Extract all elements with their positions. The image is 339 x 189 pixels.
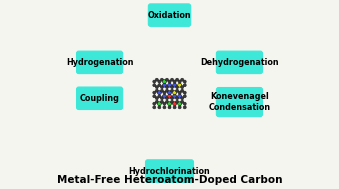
FancyBboxPatch shape <box>77 87 123 110</box>
Circle shape <box>167 83 172 87</box>
Text: Oxidation: Oxidation <box>148 11 191 20</box>
Circle shape <box>167 94 172 98</box>
Circle shape <box>153 95 156 98</box>
FancyBboxPatch shape <box>77 51 123 74</box>
Circle shape <box>178 83 182 87</box>
Circle shape <box>160 89 163 92</box>
Circle shape <box>176 78 179 81</box>
Circle shape <box>176 89 179 92</box>
Circle shape <box>165 97 168 100</box>
Circle shape <box>163 91 166 94</box>
Circle shape <box>171 78 174 81</box>
Circle shape <box>173 102 177 106</box>
Text: Coupling: Coupling <box>80 94 120 103</box>
Circle shape <box>157 102 161 106</box>
Circle shape <box>183 106 186 109</box>
Circle shape <box>160 100 163 103</box>
Circle shape <box>163 106 166 109</box>
Circle shape <box>153 106 156 109</box>
Circle shape <box>176 97 179 100</box>
Circle shape <box>162 80 166 84</box>
Circle shape <box>183 80 186 83</box>
Circle shape <box>173 91 177 94</box>
Circle shape <box>155 97 158 100</box>
Circle shape <box>167 91 172 94</box>
Circle shape <box>165 100 168 103</box>
Circle shape <box>153 84 156 87</box>
Text: Hydrochlorination: Hydrochlorination <box>128 167 211 176</box>
FancyBboxPatch shape <box>145 160 194 182</box>
Circle shape <box>160 78 163 81</box>
Circle shape <box>171 100 174 103</box>
Circle shape <box>173 83 177 87</box>
FancyBboxPatch shape <box>216 51 262 74</box>
Circle shape <box>160 86 163 89</box>
Circle shape <box>181 78 184 81</box>
Circle shape <box>165 89 168 92</box>
Circle shape <box>176 100 179 103</box>
Circle shape <box>155 100 158 103</box>
Circle shape <box>155 78 158 81</box>
Circle shape <box>162 83 166 87</box>
Circle shape <box>183 91 186 94</box>
Circle shape <box>168 80 171 83</box>
Circle shape <box>173 106 176 109</box>
Circle shape <box>181 100 184 103</box>
Circle shape <box>183 95 186 98</box>
Circle shape <box>178 91 181 94</box>
Circle shape <box>173 80 176 83</box>
Circle shape <box>181 89 184 92</box>
Circle shape <box>181 97 184 100</box>
Circle shape <box>173 94 177 98</box>
Circle shape <box>163 102 166 105</box>
Circle shape <box>162 94 166 98</box>
FancyBboxPatch shape <box>216 88 262 117</box>
Circle shape <box>183 84 186 87</box>
Circle shape <box>171 97 174 100</box>
Circle shape <box>160 97 163 100</box>
Circle shape <box>153 91 156 94</box>
Circle shape <box>153 80 156 83</box>
Circle shape <box>178 94 182 98</box>
FancyBboxPatch shape <box>148 4 191 26</box>
Circle shape <box>155 86 158 89</box>
Circle shape <box>171 86 174 89</box>
Circle shape <box>158 80 161 83</box>
Text: Metal-Free Heteroatom-Doped Carbon: Metal-Free Heteroatom-Doped Carbon <box>57 175 282 185</box>
Text: Hydrogenation: Hydrogenation <box>66 58 133 67</box>
Circle shape <box>165 78 168 81</box>
Circle shape <box>178 102 182 106</box>
Circle shape <box>157 91 161 94</box>
Circle shape <box>158 95 161 98</box>
Circle shape <box>183 102 186 105</box>
Circle shape <box>158 84 161 87</box>
Circle shape <box>165 86 168 89</box>
Circle shape <box>181 86 184 89</box>
Circle shape <box>158 106 161 109</box>
Circle shape <box>167 102 172 106</box>
Text: Konevenagel
Condensation: Konevenagel Condensation <box>208 92 271 112</box>
Circle shape <box>168 106 171 109</box>
Circle shape <box>178 80 181 83</box>
Text: Dehydrogenation: Dehydrogenation <box>200 58 279 67</box>
Circle shape <box>176 86 179 89</box>
Circle shape <box>155 89 158 92</box>
Circle shape <box>153 102 156 105</box>
Circle shape <box>178 106 181 109</box>
Circle shape <box>171 89 174 92</box>
